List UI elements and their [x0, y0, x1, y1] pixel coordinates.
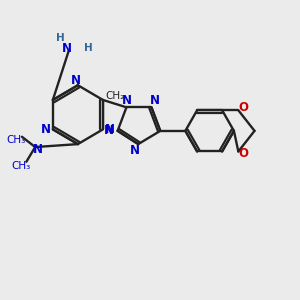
- Text: O: O: [238, 101, 249, 114]
- Text: N: N: [105, 123, 115, 136]
- Text: N: N: [40, 123, 50, 136]
- Text: N: N: [122, 94, 131, 107]
- Text: N: N: [32, 143, 43, 156]
- Text: CH₃: CH₃: [11, 161, 31, 171]
- Text: O: O: [238, 147, 249, 160]
- Text: N: N: [149, 94, 159, 107]
- Text: H: H: [56, 33, 64, 43]
- Text: N: N: [62, 42, 72, 55]
- Text: H: H: [84, 44, 93, 53]
- Text: N: N: [104, 124, 114, 137]
- Text: CH₃: CH₃: [6, 135, 26, 145]
- Text: N: N: [70, 74, 80, 87]
- Text: N: N: [130, 144, 140, 157]
- Text: CH₂: CH₂: [105, 91, 124, 101]
